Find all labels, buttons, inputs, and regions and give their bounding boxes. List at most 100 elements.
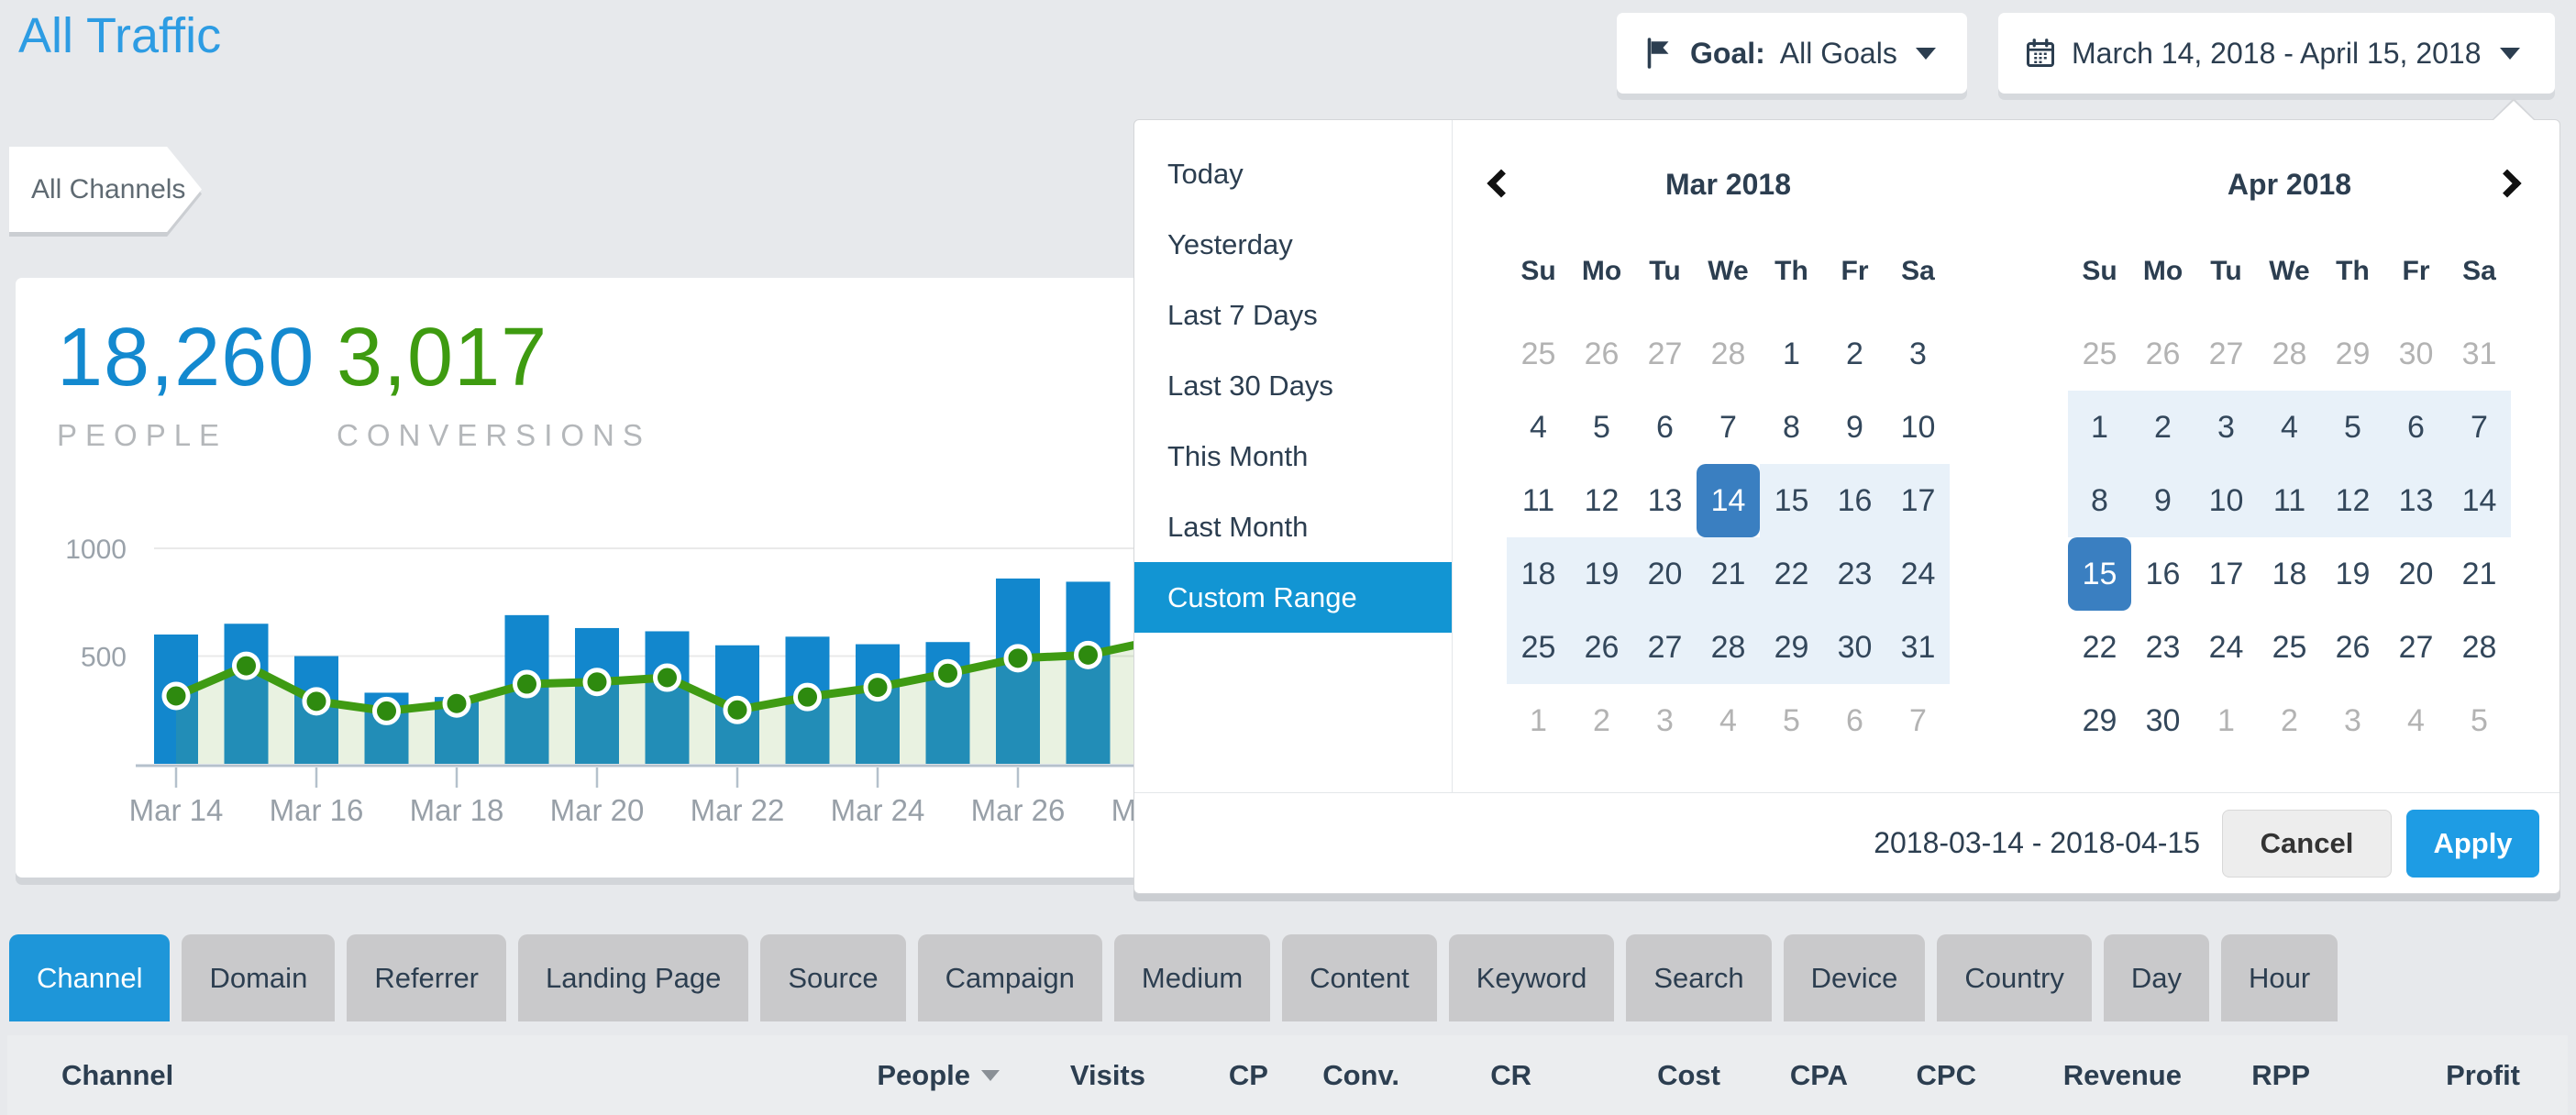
calendar-day[interactable]: 15: [1760, 464, 1823, 537]
apply-button[interactable]: Apply: [2406, 809, 2539, 878]
calendar-day[interactable]: 19: [2335, 556, 2371, 591]
calendar-day[interactable]: 30: [2145, 702, 2181, 738]
calendar-day[interactable]: 25: [2082, 336, 2117, 371]
preset-item-yesterday[interactable]: Yesterday: [1167, 228, 1293, 260]
calendar-day[interactable]: 5: [1593, 409, 1610, 445]
column-header-rpp[interactable]: RPP: [2251, 1059, 2310, 1092]
calendar-day[interactable]: 31: [1886, 611, 1950, 684]
calendar-day[interactable]: 5: [2321, 391, 2384, 464]
tab-device[interactable]: Device: [1783, 934, 1926, 1021]
calendar-day[interactable]: 3: [2344, 702, 2361, 738]
calendar-day[interactable]: 10: [1900, 409, 1936, 445]
tab-hour[interactable]: Hour: [2221, 934, 2338, 1021]
calendar-day[interactable]: 24: [1886, 537, 1950, 611]
calendar-day[interactable]: 6: [1656, 409, 1674, 445]
calendar-day[interactable]: 17: [1886, 464, 1950, 537]
calendar-day[interactable]: 27: [1633, 611, 1697, 684]
calendar-day[interactable]: 21: [1697, 537, 1760, 611]
column-header-profit[interactable]: Profit: [2446, 1059, 2520, 1092]
calendar-day[interactable]: 23: [2145, 629, 2181, 665]
calendar-day[interactable]: 22: [1760, 537, 1823, 611]
column-header-people[interactable]: People: [877, 1059, 1000, 1092]
calendar-day[interactable]: 31: [2461, 336, 2497, 371]
calendar-day[interactable]: 2: [2131, 391, 2195, 464]
goal-selector-button[interactable]: Goal: All Goals: [1617, 13, 1967, 94]
calendar-day[interactable]: 17: [2208, 556, 2244, 591]
calendar-day[interactable]: 1: [1783, 336, 1800, 371]
column-header-cpc[interactable]: CPC: [1917, 1059, 1976, 1092]
calendar-day[interactable]: 15: [2068, 537, 2131, 611]
calendar-day[interactable]: 7: [1909, 702, 1927, 738]
calendar-day[interactable]: 4: [1719, 702, 1737, 738]
preset-item-custom-range[interactable]: Custom Range: [1134, 562, 1452, 633]
calendar-day[interactable]: 29: [1760, 611, 1823, 684]
calendar-day[interactable]: 8: [1783, 409, 1800, 445]
calendar-day[interactable]: 2: [2281, 702, 2298, 738]
calendar-day[interactable]: 7: [2448, 391, 2511, 464]
calendar-day[interactable]: 3: [1909, 336, 1927, 371]
calendar-day[interactable]: 25: [2272, 629, 2307, 665]
calendar-day[interactable]: 6: [2384, 391, 2448, 464]
tab-referrer[interactable]: Referrer: [347, 934, 507, 1021]
calendar-day[interactable]: 26: [1584, 336, 1620, 371]
calendar-day[interactable]: 5: [1783, 702, 1800, 738]
calendar-day[interactable]: 28: [1710, 336, 1746, 371]
calendar-day[interactable]: 6: [1846, 702, 1863, 738]
tab-search[interactable]: Search: [1626, 934, 1772, 1021]
calendar-day[interactable]: 25: [1507, 611, 1570, 684]
calendar-day[interactable]: 29: [2335, 336, 2371, 371]
column-header-channel[interactable]: Channel: [61, 1059, 173, 1092]
column-header-conv-[interactable]: Conv.: [1322, 1059, 1399, 1092]
tab-channel[interactable]: Channel: [9, 934, 171, 1021]
tab-domain[interactable]: Domain: [182, 934, 336, 1021]
calendar-day[interactable]: 9: [1846, 409, 1863, 445]
calendar-day[interactable]: 20: [2398, 556, 2434, 591]
tab-campaign[interactable]: Campaign: [917, 934, 1102, 1021]
calendar-day[interactable]: 30: [1823, 611, 1886, 684]
tab-source[interactable]: Source: [760, 934, 906, 1021]
preset-item-last-month[interactable]: Last Month: [1167, 511, 1309, 543]
calendar-day[interactable]: 12: [2321, 464, 2384, 537]
column-header-cp[interactable]: CP: [1229, 1059, 1268, 1092]
preset-item-last-7-days[interactable]: Last 7 Days: [1167, 299, 1318, 331]
calendar-day[interactable]: 10: [2195, 464, 2258, 537]
calendar-day[interactable]: 19: [1570, 537, 1633, 611]
calendar-day[interactable]: 28: [2461, 629, 2497, 665]
calendar-day[interactable]: 14: [1697, 464, 1760, 537]
preset-item-this-month[interactable]: This Month: [1167, 440, 1309, 472]
breadcrumb[interactable]: All Channels: [9, 147, 202, 232]
calendar-day[interactable]: 27: [2208, 336, 2244, 371]
calendar-day[interactable]: 11: [1521, 482, 1555, 518]
calendar-day[interactable]: 12: [1584, 482, 1620, 518]
calendar-day[interactable]: 26: [1570, 611, 1633, 684]
calendar-day[interactable]: 1: [1530, 702, 1547, 738]
calendar-day[interactable]: 16: [2145, 556, 2181, 591]
calendar-day[interactable]: 8: [2068, 464, 2131, 537]
tab-country[interactable]: Country: [1937, 934, 2092, 1021]
tab-content[interactable]: Content: [1282, 934, 1437, 1021]
column-header-cr[interactable]: CR: [1490, 1059, 1531, 1092]
calendar-day[interactable]: 27: [2398, 629, 2434, 665]
calendar-day[interactable]: 1: [2068, 391, 2131, 464]
calendar-day[interactable]: 18: [2272, 556, 2307, 591]
calendar-day[interactable]: 21: [2461, 556, 2497, 591]
calendar-day[interactable]: 20: [1633, 537, 1697, 611]
calendar-day[interactable]: 11: [2258, 464, 2321, 537]
calendar-day[interactable]: 4: [1530, 409, 1547, 445]
calendar-day[interactable]: 2: [1846, 336, 1863, 371]
column-header-revenue[interactable]: Revenue: [2063, 1059, 2182, 1092]
calendar-day[interactable]: 18: [1507, 537, 1570, 611]
column-header-cost[interactable]: Cost: [1657, 1059, 1720, 1092]
tab-day[interactable]: Day: [2103, 934, 2210, 1021]
calendar-day[interactable]: 5: [2471, 702, 2488, 738]
tab-keyword[interactable]: Keyword: [1448, 934, 1615, 1021]
calendar-day[interactable]: 29: [2082, 702, 2117, 738]
tab-landing-page[interactable]: Landing Page: [518, 934, 749, 1021]
calendar-day[interactable]: 13: [1647, 482, 1683, 518]
calendar-day[interactable]: 7: [1719, 409, 1737, 445]
calendar-day[interactable]: 23: [1823, 537, 1886, 611]
calendar-day[interactable]: 24: [2208, 629, 2244, 665]
calendar-day[interactable]: 25: [1520, 336, 1556, 371]
calendar-day[interactable]: 9: [2131, 464, 2195, 537]
calendar-day[interactable]: 14: [2448, 464, 2511, 537]
